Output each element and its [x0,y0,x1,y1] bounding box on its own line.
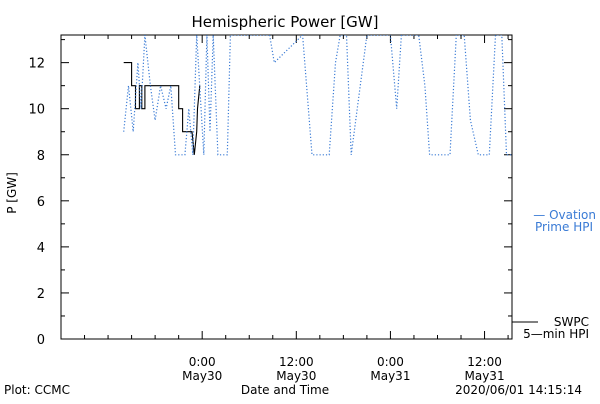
y-tick-label: 2 [37,287,45,302]
legend-ovation: — Ovation Prime HPI [533,208,596,234]
y-tick-label: 4 [37,241,45,256]
y-axis-label: P [GW] [5,172,19,214]
x-tick-label-time: 12:00 [279,355,314,369]
footer-right: 2020/06/01 14:15:14 [455,383,582,397]
x-tick-label-time: 12:00 [467,355,502,369]
y-tick-label: 0 [37,333,45,348]
y-tick-label: 12 [28,57,45,72]
series-line-ovation [123,35,512,156]
chart-title: Hemispheric Power [GW] [192,13,379,31]
plot-area-frame [60,34,513,340]
legend-ovation-line2: Prime HPI [535,220,593,234]
y-tick-label: 10 [28,103,45,118]
legend-swpc: SWPC 5—min HPI [512,315,589,341]
y-tick-label: 6 [37,195,45,210]
legend: — Ovation Prime HPI SWPC 5—min HPI [512,208,596,341]
x-tick-label-date: May31 [370,369,410,383]
footer-left: Plot: CCMC [4,383,70,397]
x-tick-label-date: May31 [465,369,505,383]
x-tick-label-time: 0:00 [189,355,216,369]
x-tick-label-date: May30 [182,369,222,383]
x-tick-label-time: 0:00 [377,355,404,369]
series-group [123,35,512,156]
legend-ovation-line1: — Ovation [533,208,596,222]
x-axis-label: Date and Time [241,383,329,397]
legend-swpc-line2: 5—min HPI [523,327,589,341]
legend-swpc-line1: SWPC [554,315,589,329]
y-tick-label: 8 [37,149,45,164]
x-tick-label-date: May30 [276,369,316,383]
y-axis: 0 2 4 6 8 10 12 [28,39,512,348]
